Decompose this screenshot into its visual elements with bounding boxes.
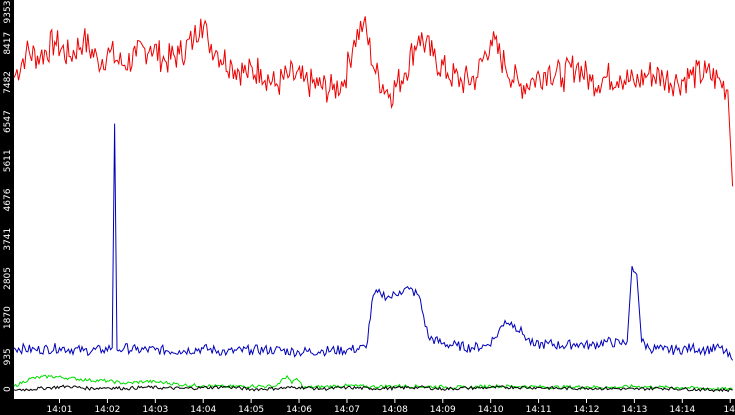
y-tick-label: 935 — [3, 348, 13, 365]
y-tick-label: 2805 — [3, 267, 13, 290]
x-tick-label: 14:02 — [94, 405, 120, 415]
x-tick-label: 14:14 — [669, 405, 695, 415]
x-tick-label: 14:12 — [574, 405, 600, 415]
x-tick-label: 14:01 — [47, 405, 73, 415]
series-line-2 — [13, 374, 733, 392]
series-line-3 — [13, 384, 733, 393]
y-tick-label: 7482 — [3, 71, 13, 94]
x-tick-label: 14:04 — [190, 405, 216, 415]
y-axis-band — [0, 0, 14, 399]
x-tick-label: 14 — [724, 405, 735, 415]
x-tick-label: 14:07 — [334, 405, 360, 415]
y-tick-label: 5611 — [3, 149, 13, 172]
y-tick-label: 1870 — [3, 306, 13, 329]
series-line-0 — [13, 16, 734, 187]
x-tick-label: 14:03 — [142, 405, 168, 415]
x-tick-label: 14:11 — [526, 405, 552, 415]
x-tick-label: 14:05 — [238, 405, 264, 415]
y-tick-label: 9353 — [3, 1, 13, 24]
series-line-1 — [13, 123, 734, 361]
x-tick-label: 14:10 — [478, 405, 504, 415]
x-axis-band — [0, 399, 735, 415]
y-tick-label: 3741 — [3, 228, 13, 251]
x-tick-label: 14:13 — [621, 405, 647, 415]
y-tick-label: 0 — [3, 386, 13, 392]
x-tick-label: 14:08 — [382, 405, 408, 415]
x-tick-label: 14:06 — [286, 405, 312, 415]
x-tick-label: 14:09 — [430, 405, 456, 415]
y-tick-label: 6547 — [3, 110, 13, 133]
y-tick-label: 8417 — [3, 32, 13, 55]
y-tick-label: 4676 — [3, 188, 13, 211]
